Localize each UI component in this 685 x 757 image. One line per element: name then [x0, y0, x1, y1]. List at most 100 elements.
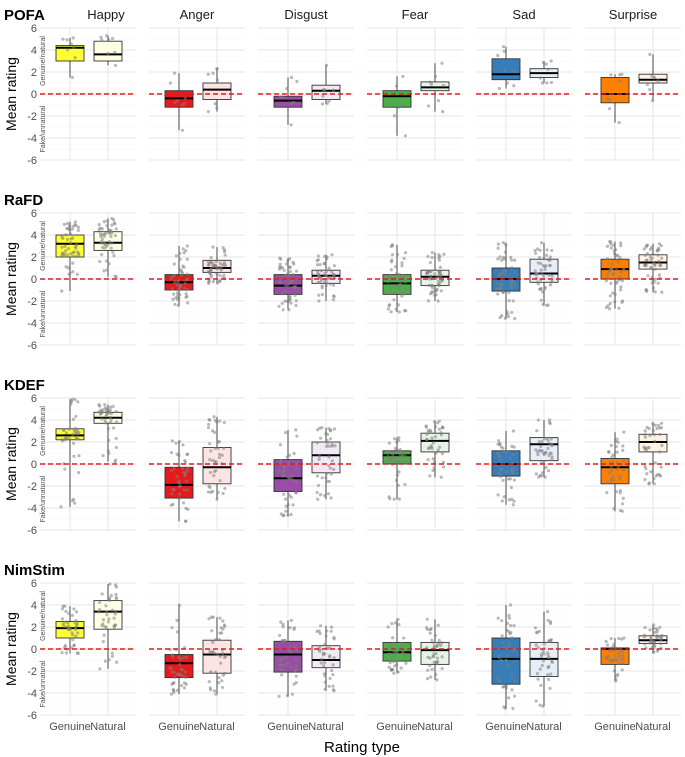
jitter-point	[173, 280, 177, 285]
jitter-point	[285, 299, 289, 303]
jitter-point	[287, 493, 291, 497]
jitter-point	[653, 267, 658, 271]
jitter-point	[59, 505, 63, 509]
jitter-point	[605, 244, 610, 248]
jitter-point	[288, 265, 292, 269]
jitter-point	[294, 480, 298, 484]
jitter-point	[537, 255, 542, 260]
jitter-point	[502, 685, 506, 689]
jitter-point	[277, 469, 281, 473]
jitter-point	[284, 504, 288, 508]
jitter-point	[113, 63, 118, 67]
jitter-point	[534, 448, 538, 452]
jitter-point	[389, 658, 393, 663]
jitter-point	[214, 259, 219, 264]
genuine-natural-label: Genuine/natural	[40, 406, 47, 456]
jitter-point	[605, 643, 610, 647]
jitter-point	[75, 623, 79, 628]
jitter-point	[215, 272, 219, 276]
jitter-point	[436, 299, 440, 303]
jitter-point	[660, 443, 664, 448]
jitter-point	[60, 607, 65, 611]
jitter-point	[109, 594, 113, 598]
jitter-point	[63, 467, 67, 471]
jitter-point	[285, 694, 289, 698]
jitter-point	[283, 497, 288, 501]
jitter-point	[65, 625, 69, 629]
jitter-point	[510, 675, 514, 679]
jitter-point	[216, 652, 220, 656]
jitter-point	[221, 619, 225, 623]
jitter-point	[500, 467, 504, 472]
jitter-point	[605, 97, 610, 101]
jitter-point	[435, 678, 439, 682]
jitter-point	[213, 459, 217, 463]
jitter-point	[605, 490, 609, 495]
jitter-point	[652, 650, 656, 654]
jitter-point	[433, 435, 438, 439]
jitter-point	[650, 74, 654, 78]
jitter-point	[113, 612, 117, 616]
box	[202, 82, 232, 100]
jitter-point	[169, 692, 174, 696]
jitter-point	[174, 441, 178, 445]
y-tick-label: -4	[27, 318, 37, 330]
jitter-point	[509, 286, 513, 290]
jitter-point	[280, 673, 284, 677]
jitter-point	[508, 282, 513, 286]
jitter-point	[653, 423, 657, 427]
jitter-point	[500, 314, 504, 318]
jitter-point	[294, 461, 298, 465]
y-tick-label: 4	[31, 230, 37, 242]
jitter-point	[182, 251, 186, 255]
jitter-point	[294, 467, 298, 471]
y-tick-label: -2	[27, 111, 37, 123]
jitter-point	[325, 441, 329, 445]
jitter-point	[108, 405, 113, 409]
jitter-point	[74, 634, 78, 638]
jitter-point	[289, 512, 293, 517]
jitter-point	[60, 245, 64, 249]
jitter-point	[284, 655, 289, 659]
jitter-point	[74, 254, 78, 259]
jitter-point	[65, 48, 70, 52]
jitter-point	[279, 663, 283, 667]
box	[600, 77, 630, 104]
panel-nimstim-anger: Genuine Natural	[149, 582, 245, 733]
jitter-point	[218, 273, 222, 278]
box	[382, 274, 412, 295]
jitter-point	[435, 643, 439, 648]
jitter-point	[282, 492, 286, 496]
jitter-point	[325, 471, 329, 476]
jitter-point	[75, 651, 79, 655]
jitter-point	[440, 641, 444, 645]
jitter-point	[63, 644, 68, 648]
jitter-point	[224, 264, 228, 268]
jitter-point	[550, 457, 554, 462]
jitter-point	[172, 292, 176, 296]
jitter-point	[61, 37, 65, 41]
jitter-point	[70, 227, 74, 231]
jitter-point	[536, 261, 540, 265]
jitter-point	[319, 269, 323, 273]
jitter-point	[101, 639, 105, 644]
jitter-point	[622, 268, 626, 272]
jitter-point	[651, 428, 655, 433]
x-tick-label: Genuine	[49, 721, 91, 733]
jitter-point	[642, 635, 647, 639]
jitter-point	[77, 430, 81, 435]
y-tick-label: 2	[31, 622, 37, 634]
jitter-point	[322, 664, 326, 668]
x-tick-label: Genuine	[267, 721, 309, 733]
jitter-point	[331, 294, 336, 298]
jitter-point	[295, 434, 299, 438]
jitter-point	[426, 458, 430, 462]
jitter-point	[294, 269, 299, 273]
jitter-point	[429, 269, 433, 274]
jitter-point	[100, 237, 104, 241]
jitter-point	[99, 241, 103, 245]
jitter-point	[67, 272, 71, 277]
jitter-point	[651, 626, 655, 631]
jitter-point	[221, 627, 225, 631]
x-tick-label: Genuine	[594, 721, 636, 733]
